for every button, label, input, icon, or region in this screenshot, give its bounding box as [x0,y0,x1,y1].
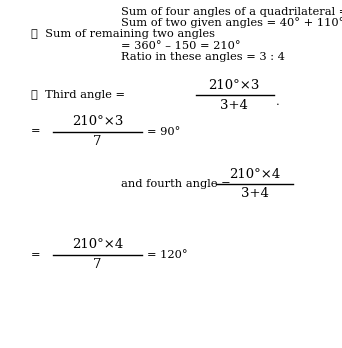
Text: 3+4: 3+4 [241,187,269,200]
Text: Sum of four angles of a quadrilateral = 360°: Sum of four angles of a quadrilateral = … [121,6,342,17]
Text: 210°×4: 210°×4 [72,238,123,252]
Text: 210°×3: 210°×3 [72,115,123,128]
Text: .: . [276,97,280,107]
Text: 7: 7 [93,135,102,148]
Text: = 120°: = 120° [147,250,188,260]
Text: ∴  Sum of remaining two angles: ∴ Sum of remaining two angles [31,29,215,39]
Text: and fourth angle =: and fourth angle = [121,179,231,189]
Text: Ratio in these angles = 3 : 4: Ratio in these angles = 3 : 4 [121,52,285,62]
Text: 3+4: 3+4 [220,98,248,112]
Text: =: = [31,250,40,260]
Text: =: = [31,127,40,136]
Text: = 90°: = 90° [147,127,181,136]
Text: 210°×4: 210°×4 [229,167,280,181]
Text: = 360° – 150 = 210°: = 360° – 150 = 210° [121,41,241,50]
Text: Sum of two given angles = 40° + 110° = 150°: Sum of two given angles = 40° + 110° = 1… [121,17,342,28]
Text: 7: 7 [93,258,102,271]
Text: 210°×3: 210°×3 [209,79,260,92]
Text: ∴  Third angle =: ∴ Third angle = [31,90,125,100]
